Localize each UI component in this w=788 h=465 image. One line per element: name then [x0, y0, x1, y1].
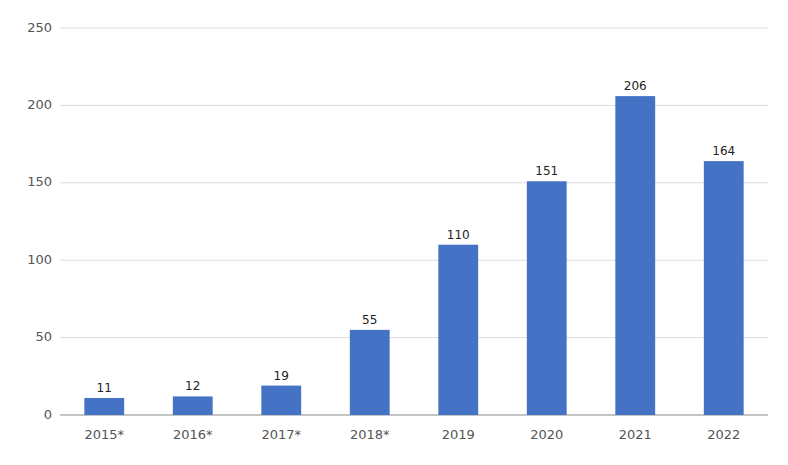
bar	[173, 396, 213, 415]
grid-line	[60, 260, 768, 261]
x-axis-line	[60, 415, 768, 416]
data-label: 110	[447, 228, 470, 242]
y-tick-label: 250	[27, 20, 52, 35]
bar	[527, 181, 567, 415]
bars	[84, 96, 743, 415]
x-tick-label: 2018*	[350, 427, 390, 442]
y-tick-label: 200	[27, 97, 52, 112]
x-tick-label: 2019	[442, 427, 475, 442]
bar	[438, 245, 478, 415]
grid-line	[60, 337, 768, 338]
x-tick-label: 2015*	[84, 427, 124, 442]
y-tick-label: 150	[27, 174, 52, 189]
bar	[350, 330, 390, 415]
grid-line	[60, 28, 768, 29]
x-tick-label: 2021	[619, 427, 652, 442]
x-tick-label: 2020	[530, 427, 563, 442]
x-tick-label: 2017*	[261, 427, 301, 442]
grid-line	[60, 105, 768, 106]
chart-container: 0 50 100 150 200 250 11 12 19 55 110 151 206 164 2015*…	[0, 0, 788, 465]
data-label: 206	[624, 79, 647, 93]
x-tick-label: 2022	[707, 427, 740, 442]
bar	[704, 161, 744, 415]
data-label: 151	[535, 164, 558, 178]
grid-line	[60, 415, 768, 416]
y-tick-label: 0	[44, 407, 52, 422]
grid-line	[60, 182, 768, 183]
data-label: 55	[362, 313, 377, 327]
data-labels: 11 12 19 55 110 151 206 164	[97, 79, 736, 395]
bar	[261, 386, 301, 415]
x-axis: 2015* 2016* 2017* 2018* 2019 2020 2021 2022	[84, 427, 740, 442]
y-tick-label: 50	[35, 329, 52, 344]
data-label: 164	[712, 144, 735, 158]
bar-chart: 0 50 100 150 200 250 11 12 19 55 110 151 206 164 2015*…	[0, 0, 788, 465]
bar	[615, 96, 655, 415]
y-tick-label: 100	[27, 252, 52, 267]
x-tick-label: 2016*	[173, 427, 213, 442]
data-label: 19	[274, 369, 289, 383]
data-label: 12	[185, 379, 200, 393]
y-axis: 0 50 100 150 200 250	[27, 20, 768, 422]
bar	[84, 398, 124, 415]
data-label: 11	[97, 381, 112, 395]
